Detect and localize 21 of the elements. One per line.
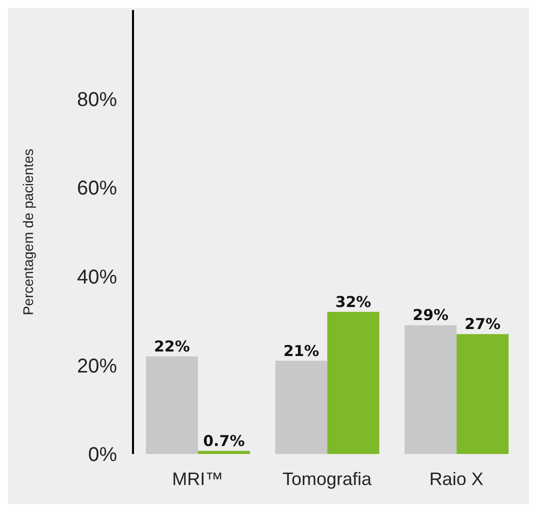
y-tick-label: 20%: [76, 355, 118, 378]
x-tick-label: MRI™: [172, 468, 224, 489]
data-label: 27%: [464, 315, 501, 334]
y-tick-label: 40%: [76, 266, 118, 288]
bar: [146, 356, 198, 454]
data-label: 29%: [412, 306, 449, 324]
y-axis-title: Percentagem de pacientes: [20, 148, 36, 316]
bar: [404, 325, 457, 454]
data-label: 22%: [154, 337, 190, 356]
x-tick-label: Tomografia: [282, 468, 373, 489]
bar: [198, 450, 250, 454]
bar: [327, 312, 380, 454]
data-label: 0.7%: [203, 432, 245, 450]
y-tick-label: 80%: [76, 88, 118, 111]
bar: [275, 360, 328, 454]
y-tick-label: 60%: [76, 178, 118, 200]
bar: [456, 334, 509, 454]
y-tick-label: 0%: [88, 444, 118, 466]
data-label: 32%: [335, 292, 372, 311]
data-label: 21%: [283, 342, 320, 360]
x-tick-label: Raio X: [429, 468, 484, 489]
